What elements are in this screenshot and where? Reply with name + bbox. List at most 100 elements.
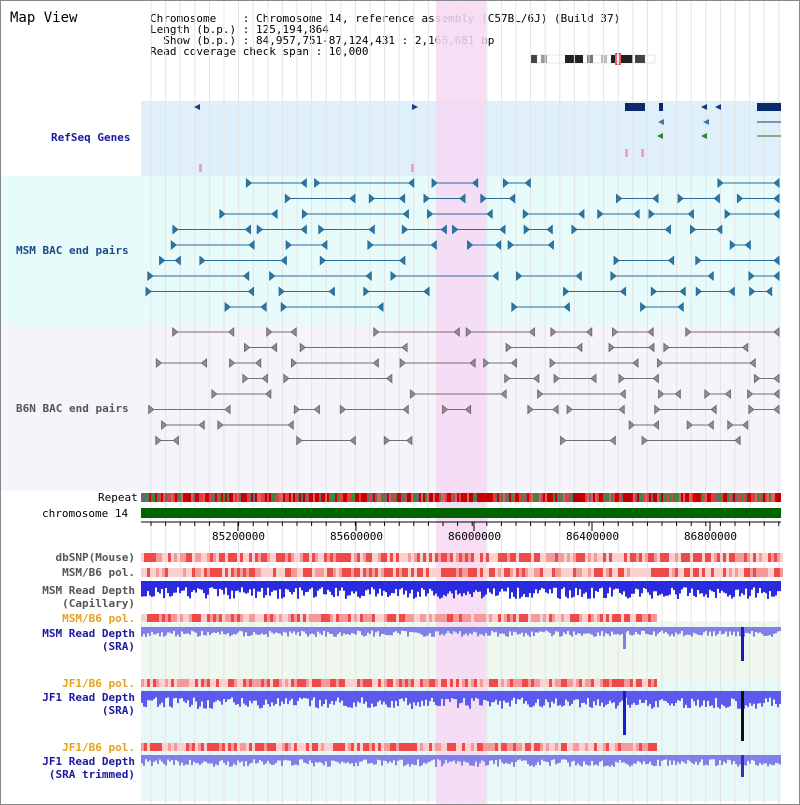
heat-cell [441, 614, 444, 622]
depth-bar [373, 627, 375, 637]
track-label-repeat[interactable]: Repeat [98, 491, 138, 504]
depth-bar [289, 691, 291, 701]
repeat-segment [201, 493, 203, 502]
heat-cell [531, 743, 534, 751]
bac-end-marker [227, 326, 235, 338]
track-label-jf1-b6-pol-2[interactable]: JF1/B6 pol. [62, 741, 135, 754]
repeat-segment [691, 493, 693, 502]
depth-bar [383, 581, 385, 591]
repeat-segment [589, 493, 591, 502]
heat-cell [669, 568, 672, 577]
repeat-segment [485, 493, 487, 502]
track-label-b6n-bac[interactable]: B6N BAC end pairs [16, 402, 129, 415]
heat-cell [621, 614, 624, 622]
heat-cell [471, 568, 474, 577]
track-label-msm-depth-capillary[interactable]: MSM Read Depth [42, 584, 135, 597]
heat-cell [207, 553, 210, 562]
bac-end-marker [616, 193, 623, 204]
depth-bar [183, 581, 185, 591]
depth-bar [321, 755, 323, 764]
depth-bar [661, 581, 663, 594]
track-label-msm-b6-pol-2[interactable]: MSM/B6 pol. [62, 612, 135, 625]
heat-cell [414, 679, 417, 687]
bac-end-marker [507, 239, 515, 251]
depth-bar [523, 755, 525, 761]
heat-cell [318, 553, 321, 562]
heat-cell [636, 743, 639, 751]
repeat-segment [551, 493, 553, 502]
depth-bar [757, 755, 759, 766]
depth-bar [521, 691, 523, 698]
depth-bar [485, 627, 487, 634]
heat-cell [435, 743, 438, 751]
depth-bar [197, 581, 199, 589]
track-label-refseq[interactable]: RefSeq Genes [51, 131, 131, 144]
heat-cell [558, 568, 561, 577]
depth-bar [171, 755, 173, 760]
heat-cell [459, 553, 462, 562]
depth-bar [311, 691, 313, 701]
bac-end-marker [300, 224, 307, 235]
depth-bar [559, 627, 561, 637]
depth-bar [753, 755, 755, 761]
depth-bar [433, 755, 435, 760]
depth-bar [165, 691, 167, 698]
depth-bar [691, 755, 693, 764]
heat-cell [537, 614, 540, 622]
heat-cell [444, 679, 447, 687]
depth-bar [411, 691, 413, 709]
depth-bar [595, 691, 597, 706]
repeat-segment [275, 493, 277, 502]
depth-bar [527, 755, 529, 765]
heat-cell [171, 614, 174, 622]
track-label-msm-bac[interactable]: MSM BAC end pairs [16, 244, 129, 257]
bac-end-marker [511, 301, 518, 313]
heat-cell [522, 743, 525, 751]
repeat-segment [191, 493, 193, 502]
repeat-segment [437, 493, 439, 502]
repeat-segment [167, 493, 169, 502]
bac-end-marker [664, 224, 671, 235]
depth-bar [181, 755, 183, 763]
depth-bar [449, 581, 451, 592]
ideogram-position-marker [615, 53, 621, 65]
track-label-chromosome[interactable]: chromosome 14 [42, 507, 129, 520]
depth-bar [223, 581, 225, 595]
depth-bar [649, 755, 651, 762]
track-label-jf1-depth-sra[interactable]: JF1 Read Depth [42, 691, 135, 704]
heat-cell [492, 568, 495, 577]
track-label-jf1-depth-trimmed[interactable]: JF1 Read Depth [42, 755, 135, 768]
repeat-segment [317, 493, 319, 502]
repeat-segment [423, 493, 425, 502]
track-label-msm-b6-pol-1[interactable]: MSM/B6 pol. [62, 566, 135, 579]
heat-cell [744, 568, 747, 577]
depth-bar [167, 755, 169, 760]
heat-cell [207, 614, 210, 622]
heat-cell [462, 568, 465, 577]
depth-bar [225, 581, 227, 588]
repeat-segment [631, 493, 633, 502]
depth-bar [213, 755, 215, 767]
track-label-dbsnp[interactable]: dbSNP(Mouse) [55, 551, 135, 564]
depth-bar [231, 627, 233, 636]
heat-cell [222, 614, 225, 622]
depth-bar [217, 691, 219, 700]
heat-cell [204, 743, 207, 751]
depth-bar [625, 755, 627, 764]
bac-end-marker [499, 224, 506, 235]
depth-bar [493, 627, 495, 633]
depth-bar [725, 691, 727, 708]
depth-bar [519, 581, 521, 599]
bac-end-marker [523, 224, 530, 235]
depth-bar [777, 755, 779, 764]
heat-cell [177, 679, 180, 687]
track-label-jf1-b6-pol-1[interactable]: JF1/B6 pol. [62, 677, 135, 690]
depth-bar [279, 627, 281, 634]
depth-bar [591, 691, 593, 708]
depth-bar [535, 755, 537, 765]
bac-end-marker [652, 373, 659, 384]
track-label-msm-depth-sra[interactable]: MSM Read Depth [42, 627, 135, 640]
repeat-segment [583, 493, 585, 502]
depth-bar [681, 627, 683, 632]
